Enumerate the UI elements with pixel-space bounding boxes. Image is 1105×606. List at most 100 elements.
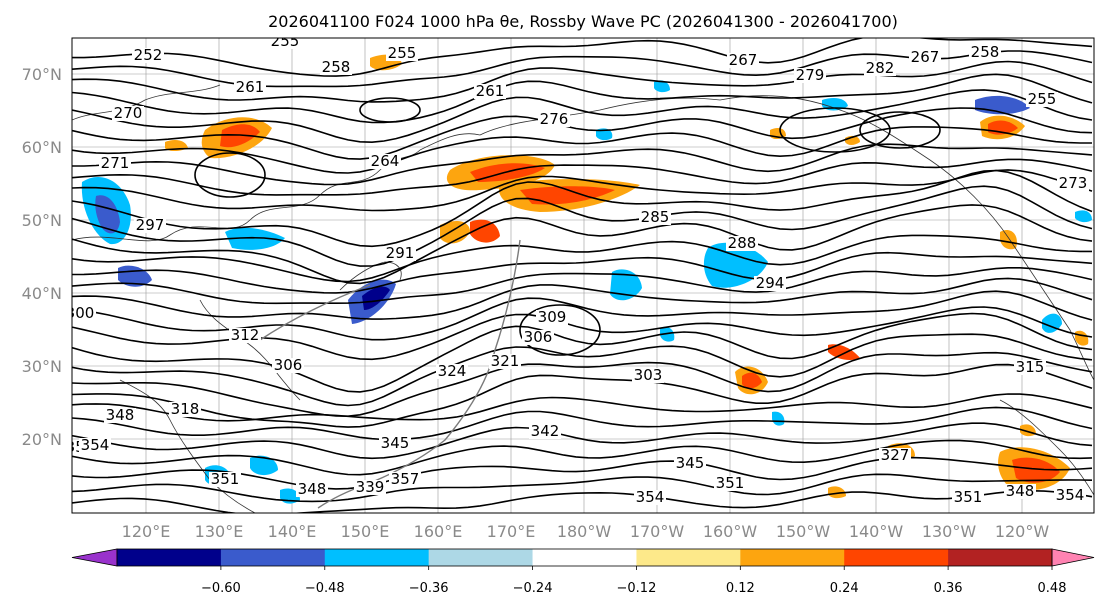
longitude-label: 140°W <box>849 522 904 541</box>
contour-line <box>72 126 1092 174</box>
colorbar-bin <box>844 549 949 566</box>
contour-line <box>72 393 1093 422</box>
contour-label-bg <box>489 354 521 369</box>
contour-label: 267 <box>911 48 940 66</box>
contour-label-bg <box>436 364 468 379</box>
contour-line <box>72 277 1093 320</box>
contour-label: 354 <box>1056 486 1085 504</box>
contour-label: 264 <box>371 152 400 170</box>
contour-line <box>72 456 1093 490</box>
contour-label-bg <box>1026 92 1058 107</box>
contour-line <box>72 473 1093 503</box>
anomaly-patch <box>440 220 470 244</box>
contour-line <box>72 107 1093 160</box>
contour-label: 354 <box>636 488 665 506</box>
closed-contour <box>859 111 941 149</box>
contour-label-bg <box>909 50 941 65</box>
contour-label-bg <box>726 236 758 251</box>
longitude-label: 150°W <box>776 522 831 541</box>
contour-label: 270 <box>114 104 143 122</box>
contour-label-bg <box>79 438 111 453</box>
map-frame <box>71 37 1095 514</box>
contour-label: 255 <box>1028 90 1057 108</box>
anomaly-patch <box>828 344 860 360</box>
longitude-label: 120°E <box>122 522 171 541</box>
anomaly-patch <box>610 269 642 301</box>
contour-label-bg <box>134 218 166 233</box>
contour-label-bg <box>952 490 984 505</box>
contour-label: 279 <box>796 66 825 84</box>
contour-labels: 255 252 258 255 261 261 267 279 282 267 258 255 270 2… <box>72 38 1089 506</box>
coastlines <box>72 84 1094 513</box>
contour-label: 276 <box>540 110 569 128</box>
contour-line <box>72 351 1093 418</box>
contour-line <box>72 489 1093 513</box>
contour-label: 312 <box>231 326 260 344</box>
latitude-label: 40°N <box>22 284 62 303</box>
contour-label-bg <box>727 53 759 68</box>
track-line <box>259 284 371 341</box>
contour-line <box>72 439 1093 476</box>
longitude-label: 180°W <box>557 522 612 541</box>
anomaly-patch <box>1012 457 1060 483</box>
map-title: 2026041100 F024 1000 hPa θe, Rossby Wave… <box>268 12 898 31</box>
longitude-label: 120°W <box>995 522 1050 541</box>
contour-label-bg <box>229 328 261 343</box>
colorbar-bin <box>740 549 845 566</box>
contour-label-bg <box>269 38 301 49</box>
contour-label: 258 <box>971 43 1000 61</box>
colorbar-tick-label: −0.48 <box>305 581 345 596</box>
contour-label-bg <box>99 156 131 171</box>
contour-label-bg <box>714 476 746 491</box>
longitude-label: 160°W <box>703 522 758 541</box>
longitude-label: 160°E <box>414 522 463 541</box>
anomaly-patch <box>362 286 390 310</box>
contour-line <box>72 158 1093 196</box>
longitude-labels: 120°E 130°E 140°E 150°E 160°E 170°E 180°W 170°W… <box>122 522 1050 541</box>
contour-label-bg <box>296 482 328 497</box>
colorbar-bin <box>948 549 1053 566</box>
contour-line <box>72 363 1093 428</box>
colorbar-tick-label: 0.12 <box>726 581 755 596</box>
latitude-label: 50°N <box>22 211 62 230</box>
contour-label-bg <box>369 154 401 169</box>
contour-label: 354 <box>81 436 110 454</box>
contour-label: 351 <box>211 470 240 488</box>
colorbar-tick-label: −0.24 <box>513 581 553 596</box>
contour-label-bg <box>1054 488 1086 503</box>
anomaly-patch <box>703 242 768 288</box>
contour-label: 348 <box>298 480 327 498</box>
contour-label: 261 <box>476 82 505 100</box>
longitude-label: 130°W <box>922 522 977 541</box>
contour-label: 318 <box>171 400 200 418</box>
contour-label-bg <box>379 436 411 451</box>
contour-label: 315 <box>1016 358 1045 376</box>
contour-label-bg <box>209 472 241 487</box>
contour-line <box>72 38 1093 77</box>
contour-label: 339 <box>356 478 385 496</box>
colorbar-tick-label: −0.36 <box>409 581 449 596</box>
latitude-label: 20°N <box>22 430 62 449</box>
contour-label-bg <box>1057 176 1089 191</box>
contour-label-bg <box>522 330 554 345</box>
latitude-label: 70°N <box>22 65 62 84</box>
colorbar-extend-low <box>71 548 118 567</box>
anomaly-patch <box>95 195 120 234</box>
contour-label: 271 <box>101 154 130 172</box>
anomaly-patch <box>596 128 613 141</box>
anomaly-patch <box>828 486 846 499</box>
theta-e-contours <box>72 38 1093 513</box>
longitude-label: 150°E <box>341 522 390 541</box>
contour-label-bg <box>536 310 568 325</box>
colorbar-bin <box>324 549 430 566</box>
contour-line <box>72 422 1093 460</box>
colorbar-bin <box>117 549 222 566</box>
colorbar-bin <box>532 549 637 566</box>
contour-label-bg <box>112 106 144 121</box>
contour-label-bg <box>529 424 561 439</box>
longitude-label: 140°E <box>268 522 317 541</box>
contour-label-bg <box>386 46 418 61</box>
contour-label: 297 <box>136 216 165 234</box>
contour-line <box>72 143 1093 186</box>
contour-label: 306 <box>274 356 303 374</box>
